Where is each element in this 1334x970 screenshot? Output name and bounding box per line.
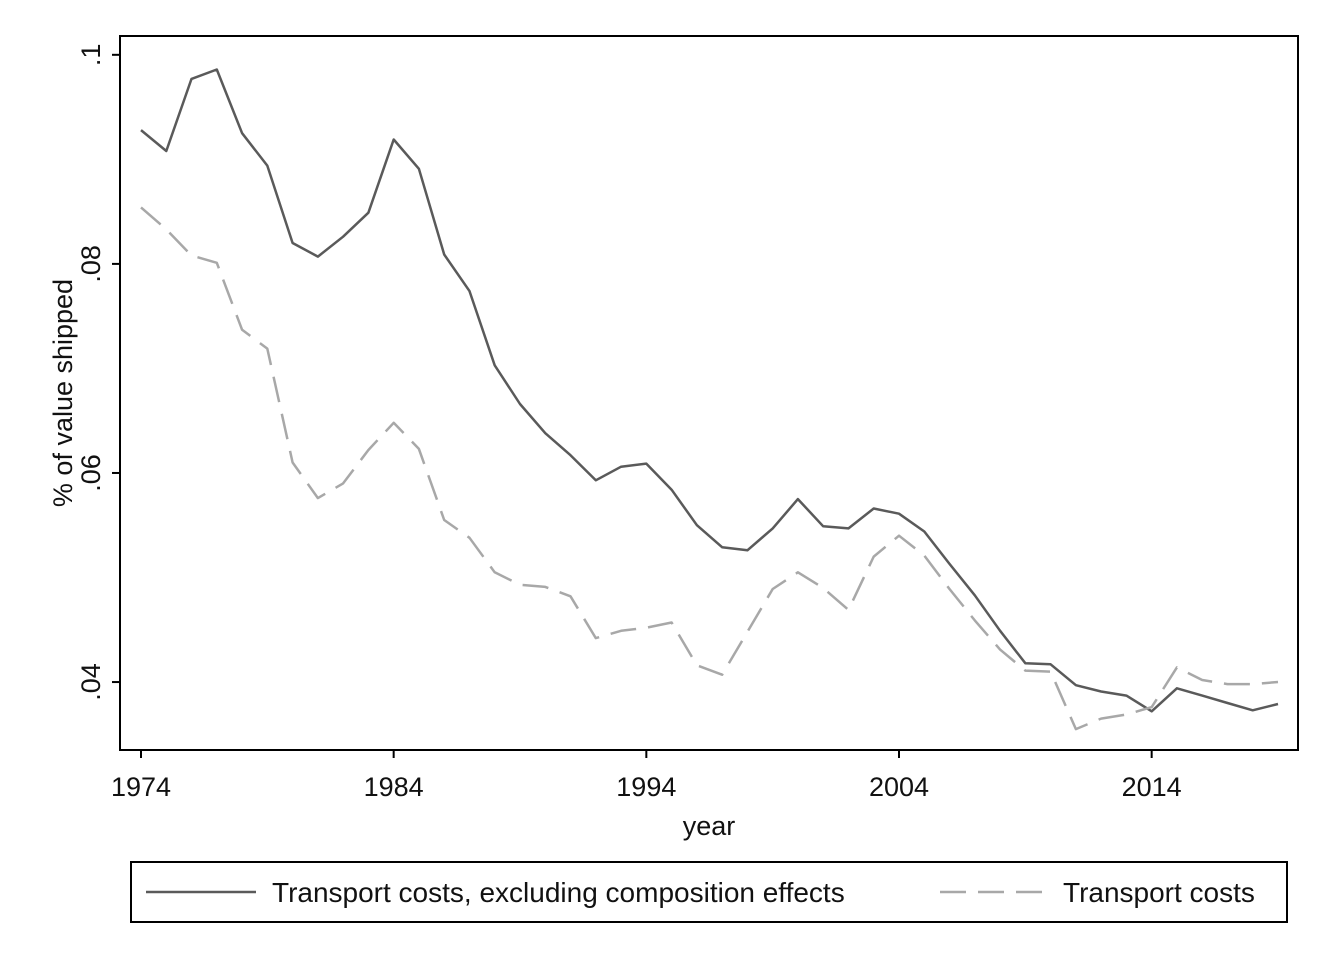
y-tick-label: .1 bbox=[76, 44, 106, 67]
y-tick-label: .08 bbox=[76, 245, 106, 283]
series-line-transport-costs bbox=[140, 206, 1279, 731]
y-tick-label: .04 bbox=[76, 663, 106, 701]
x-tick-label: 2014 bbox=[1122, 772, 1182, 802]
plot-frame bbox=[119, 35, 1299, 751]
x-axis-title: year bbox=[683, 811, 736, 841]
y-tick-label: .06 bbox=[76, 454, 106, 492]
legend-box bbox=[130, 861, 1288, 923]
legend-label-transport-costs: Transport costs bbox=[1063, 877, 1255, 908]
x-tick-label: 1984 bbox=[364, 772, 424, 802]
series-layer bbox=[140, 68, 1279, 731]
x-tick-label: 1994 bbox=[616, 772, 676, 802]
series-line-transport-costs-excluding-composition-effects bbox=[140, 68, 1279, 713]
y-axis-title: % of value shipped bbox=[48, 279, 78, 507]
x-tick-label: 2004 bbox=[869, 772, 929, 802]
legend: Transport costs, excluding composition e… bbox=[130, 861, 1288, 923]
x-tick-label: 1974 bbox=[111, 772, 171, 802]
legend-label-excluding-composition: Transport costs, excluding composition e… bbox=[272, 877, 845, 908]
x-axis: 1974 1984 1994 2004 2014 bbox=[111, 750, 1182, 802]
y-axis: .04 .06 .08 .1 bbox=[76, 44, 120, 701]
